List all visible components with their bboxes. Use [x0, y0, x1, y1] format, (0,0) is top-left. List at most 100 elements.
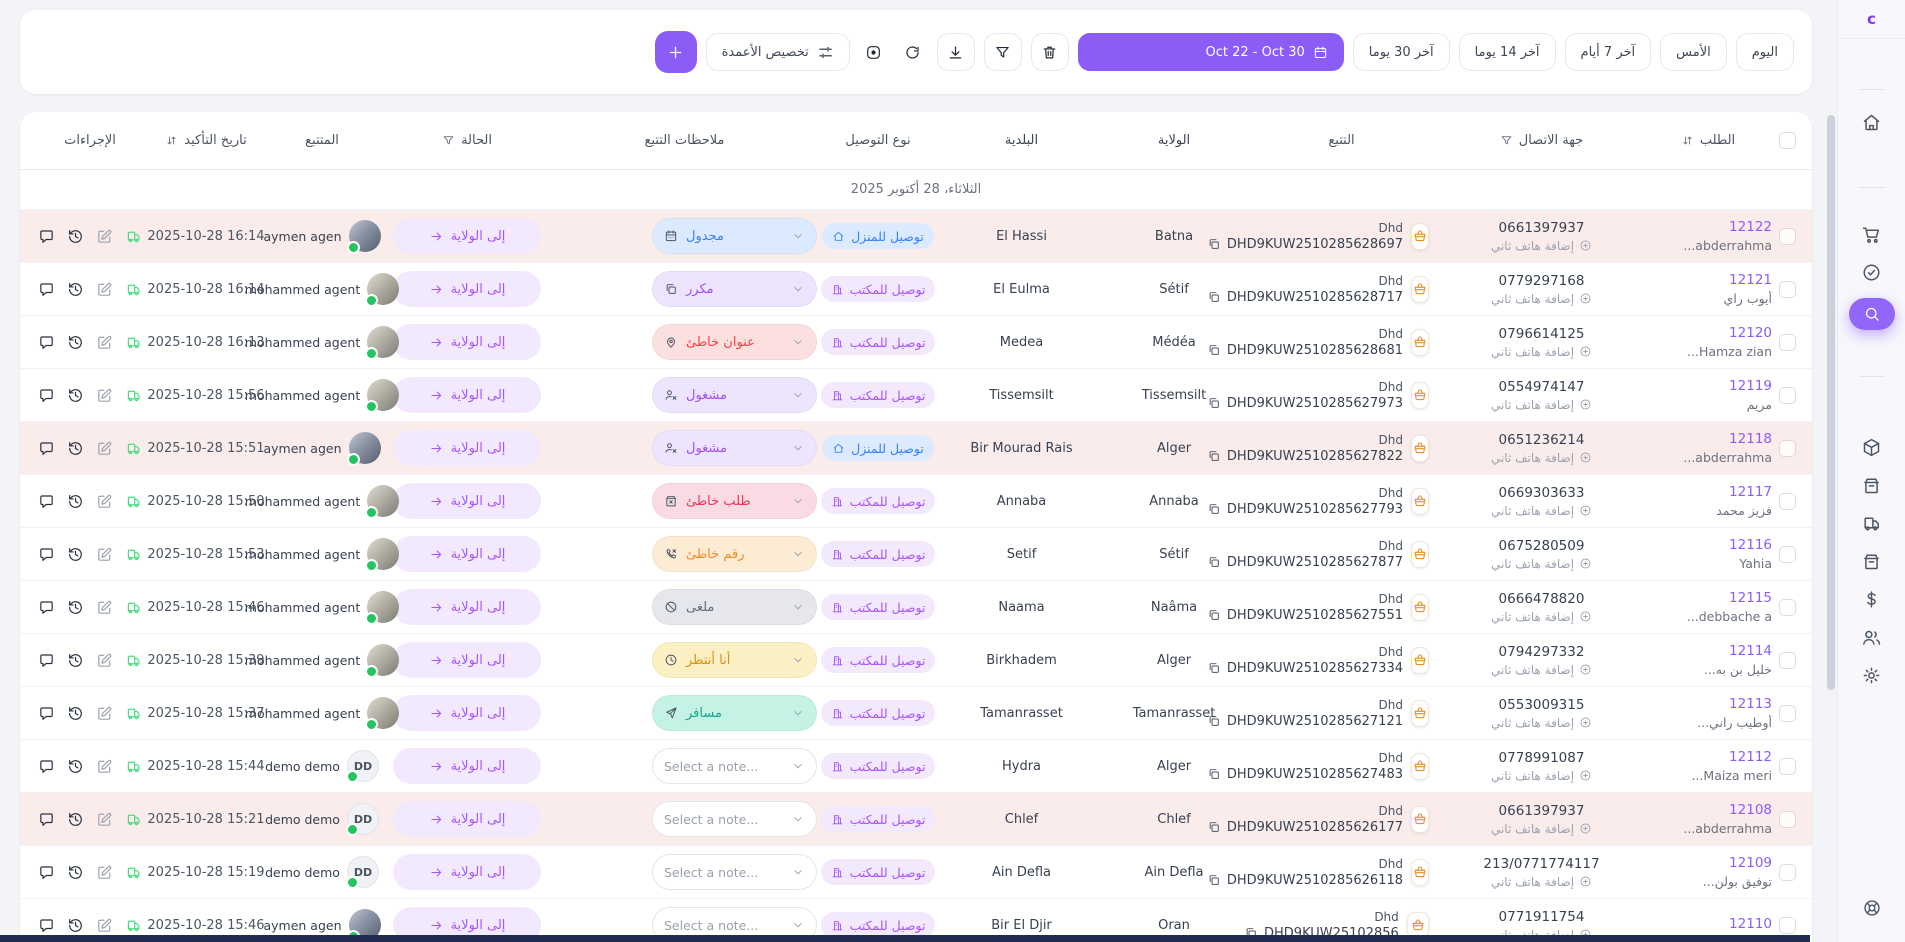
status-badge[interactable]: إلى الولاية	[393, 483, 541, 519]
row-checkbox[interactable]	[1778, 439, 1796, 457]
edit-action-button[interactable]	[96, 598, 114, 616]
history-action-button[interactable]	[67, 757, 85, 775]
comment-action-button[interactable]	[38, 227, 56, 245]
filter-last-7-days-button[interactable]: آخر 7 أيام	[1564, 33, 1652, 71]
order-id-link[interactable]: 12117	[1729, 484, 1772, 500]
truck-action-button[interactable]	[125, 386, 143, 404]
add-second-phone-button[interactable]: إضافة هاتف ثاني	[1491, 557, 1592, 571]
copy-icon[interactable]	[1207, 237, 1221, 251]
truck-action-button[interactable]	[125, 810, 143, 828]
note-select[interactable]: Select a note...	[652, 748, 817, 784]
sidebar-item-help[interactable]	[1849, 896, 1895, 920]
row-checkbox[interactable]	[1778, 280, 1796, 298]
date-range-button[interactable]: Oct 22 - Oct 30	[1077, 33, 1344, 71]
header-confirm-date[interactable]: تاريخ التأكيد	[184, 133, 247, 148]
comment-action-button[interactable]	[38, 280, 56, 298]
edit-action-button[interactable]	[96, 916, 114, 934]
add-order-button[interactable]	[654, 31, 697, 73]
order-id-link[interactable]: 12121	[1729, 272, 1772, 288]
order-id-link[interactable]: 12108	[1729, 802, 1772, 818]
row-checkbox[interactable]	[1778, 598, 1796, 616]
truck-action-button[interactable]	[125, 545, 143, 563]
sidebar-item-users[interactable]	[1849, 625, 1895, 649]
sidebar-item-dollar[interactable]	[1849, 587, 1895, 611]
add-second-phone-button[interactable]: إضافة هاتف ثاني	[1491, 239, 1592, 253]
sidebar-item-home[interactable]	[1849, 110, 1895, 134]
note-select[interactable]: Select a note...	[652, 854, 817, 890]
sidebar-item-store[interactable]	[1849, 473, 1895, 497]
sidebar-item-store-2[interactable]	[1849, 549, 1895, 573]
note-select[interactable]: أنا أنتظر	[652, 642, 817, 678]
truck-action-button[interactable]	[125, 333, 143, 351]
history-action-button[interactable]	[67, 545, 85, 563]
copy-icon[interactable]	[1207, 502, 1221, 516]
history-action-button[interactable]	[67, 439, 85, 457]
note-select[interactable]: Select a note...	[652, 801, 817, 837]
comment-action-button[interactable]	[38, 757, 56, 775]
note-select[interactable]: مجدول	[652, 218, 817, 254]
download-button[interactable]	[936, 33, 975, 71]
row-checkbox[interactable]	[1778, 704, 1796, 722]
comment-action-button[interactable]	[38, 333, 56, 351]
copy-icon[interactable]	[1207, 661, 1221, 675]
add-second-phone-button[interactable]: إضافة هاتف ثاني	[1491, 875, 1592, 889]
copy-icon[interactable]	[1207, 555, 1221, 569]
truck-action-button[interactable]	[125, 492, 143, 510]
comment-action-button[interactable]	[38, 916, 56, 934]
row-checkbox[interactable]	[1778, 545, 1796, 563]
sidebar-item-package[interactable]	[1849, 435, 1895, 459]
sort-icon[interactable]	[165, 134, 178, 147]
edit-action-button[interactable]	[96, 386, 114, 404]
filter-last-30-days-button[interactable]: آخر 30 يوما	[1352, 33, 1450, 71]
order-id-link[interactable]: 12118	[1729, 431, 1772, 447]
edit-action-button[interactable]	[96, 545, 114, 563]
row-checkbox[interactable]	[1778, 863, 1796, 881]
history-action-button[interactable]	[67, 492, 85, 510]
row-checkbox[interactable]	[1778, 757, 1796, 775]
note-select[interactable]: مشغول	[652, 377, 817, 413]
truck-action-button[interactable]	[125, 651, 143, 669]
status-badge[interactable]: إلى الولاية	[393, 377, 541, 413]
status-badge[interactable]: إلى الولاية	[393, 801, 541, 837]
order-id-link[interactable]: 12109	[1729, 855, 1772, 871]
note-select[interactable]: عنوان خاطئ	[652, 324, 817, 360]
history-action-button[interactable]	[67, 280, 85, 298]
edit-action-button[interactable]	[96, 863, 114, 881]
copy-icon[interactable]	[1207, 396, 1221, 410]
status-badge[interactable]: إلى الولاية	[393, 854, 541, 890]
page-scrollbar[interactable]	[1827, 115, 1835, 690]
add-second-phone-button[interactable]: إضافة هاتف ثاني	[1491, 663, 1592, 677]
truck-action-button[interactable]	[125, 227, 143, 245]
comment-action-button[interactable]	[38, 492, 56, 510]
order-id-link[interactable]: 12122	[1729, 219, 1772, 235]
copy-icon[interactable]	[1207, 767, 1221, 781]
status-badge[interactable]: إلى الولاية	[393, 218, 541, 254]
delete-button[interactable]	[1030, 33, 1069, 71]
bottom-scrollbar[interactable]	[0, 935, 1810, 942]
truck-action-button[interactable]	[125, 280, 143, 298]
header-order[interactable]: الطلب	[1699, 133, 1736, 148]
copy-icon[interactable]	[1207, 290, 1221, 304]
copy-icon[interactable]	[1207, 714, 1221, 728]
order-id-link[interactable]: 12119	[1729, 378, 1772, 394]
comment-action-button[interactable]	[38, 545, 56, 563]
edit-action-button[interactable]	[96, 651, 114, 669]
sidebar-item-settings[interactable]	[1849, 663, 1895, 687]
truck-action-button[interactable]	[125, 704, 143, 722]
comment-action-button[interactable]	[38, 810, 56, 828]
refresh-button[interactable]	[898, 33, 928, 71]
add-second-phone-button[interactable]: إضافة هاتف ثاني	[1491, 716, 1592, 730]
order-id-link[interactable]: 12116	[1729, 537, 1772, 553]
add-second-phone-button[interactable]: إضافة هاتف ثاني	[1491, 345, 1592, 359]
status-badge[interactable]: إلى الولاية	[393, 695, 541, 731]
order-id-link[interactable]: 12113	[1729, 696, 1772, 712]
history-action-button[interactable]	[67, 810, 85, 828]
status-badge[interactable]: إلى الولاية	[393, 642, 541, 678]
edit-action-button[interactable]	[96, 280, 114, 298]
edit-action-button[interactable]	[96, 333, 114, 351]
filter-button[interactable]	[983, 33, 1022, 71]
comment-action-button[interactable]	[38, 863, 56, 881]
funnel-icon[interactable]	[442, 134, 455, 147]
edit-action-button[interactable]	[96, 492, 114, 510]
copy-icon[interactable]	[1207, 608, 1221, 622]
